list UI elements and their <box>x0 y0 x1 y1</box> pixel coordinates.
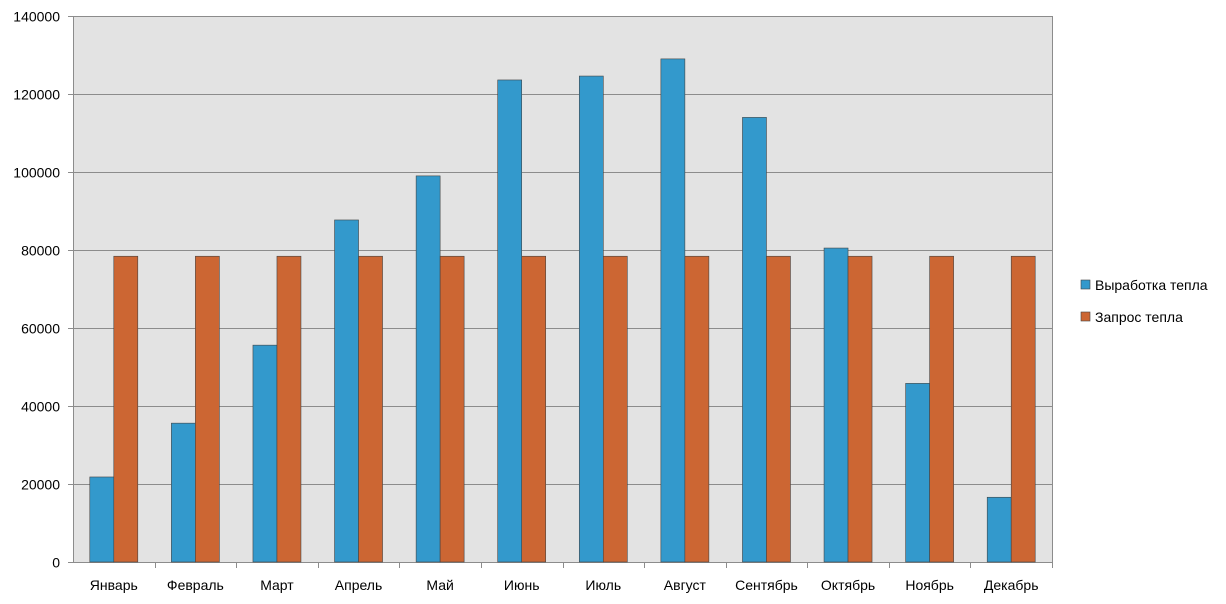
bar-heat-demand <box>521 255 547 563</box>
y-tick-label: 80000 <box>21 243 60 259</box>
plot-area: 0 20000 40000 60000 80000 100000 120000 140000 Я… <box>13 9 1053 593</box>
y-tick-label: 60000 <box>21 321 60 337</box>
bar-heat-output <box>742 117 767 563</box>
bar-heat-demand <box>1010 255 1036 563</box>
bar-heat-demand <box>684 255 710 563</box>
plot-background <box>73 16 1052 562</box>
bar-heat-output <box>252 344 278 563</box>
y-tick-label: 0 <box>52 555 60 571</box>
x-tick-label: Май <box>426 577 453 593</box>
bar-heat-demand <box>358 255 383 563</box>
bar-heat-demand <box>929 255 954 563</box>
x-tick-label: Январь <box>90 577 138 593</box>
bar-heat-output <box>905 383 930 563</box>
x-tick-label: Сентябрь <box>735 577 798 593</box>
x-tick-label: Июнь <box>504 577 540 593</box>
y-tick-label: 20000 <box>21 477 60 493</box>
x-tick-label: Апрель <box>335 577 383 593</box>
bar-heat-output <box>497 79 523 563</box>
legend-swatch <box>1080 279 1091 290</box>
bar-heat-demand <box>195 255 220 563</box>
bar-heat-output <box>334 219 359 563</box>
bar-heat-demand <box>276 255 302 563</box>
bar-heat-output <box>415 175 441 563</box>
legend: Выработка тепла Запрос тепла <box>1080 277 1208 325</box>
bar-heat-demand <box>602 255 628 563</box>
legend-label: Запрос тепла <box>1095 309 1183 325</box>
bar-heat-output <box>986 496 1012 563</box>
y-tick-label: 40000 <box>21 399 60 415</box>
bar-heat-output <box>660 58 686 563</box>
x-tick-label: Февраль <box>167 577 224 593</box>
bar-heat-output <box>171 422 196 563</box>
bar-heat-demand <box>113 255 139 563</box>
bar-heat-demand <box>766 255 791 563</box>
bar-heat-demand <box>439 255 465 563</box>
legend-swatch <box>1080 311 1091 322</box>
legend-label: Выработка тепла <box>1095 277 1208 293</box>
bar-heat-output <box>823 247 849 563</box>
bar-heat-demand <box>847 255 873 563</box>
x-tick-label: Март <box>260 577 294 593</box>
x-tick-label: Август <box>664 577 707 593</box>
y-tick-label: 120000 <box>13 87 60 103</box>
bar-heat-output <box>578 75 604 563</box>
x-tick-label: Декабрь <box>984 577 1039 593</box>
y-tick-label: 140000 <box>13 9 60 25</box>
x-tick-label: Октябрь <box>821 577 875 593</box>
bar-heat-output <box>89 476 115 563</box>
y-tick-label: 100000 <box>13 165 60 181</box>
x-tick-label: Ноябрь <box>905 577 954 593</box>
x-tick-label: Июль <box>585 577 621 593</box>
